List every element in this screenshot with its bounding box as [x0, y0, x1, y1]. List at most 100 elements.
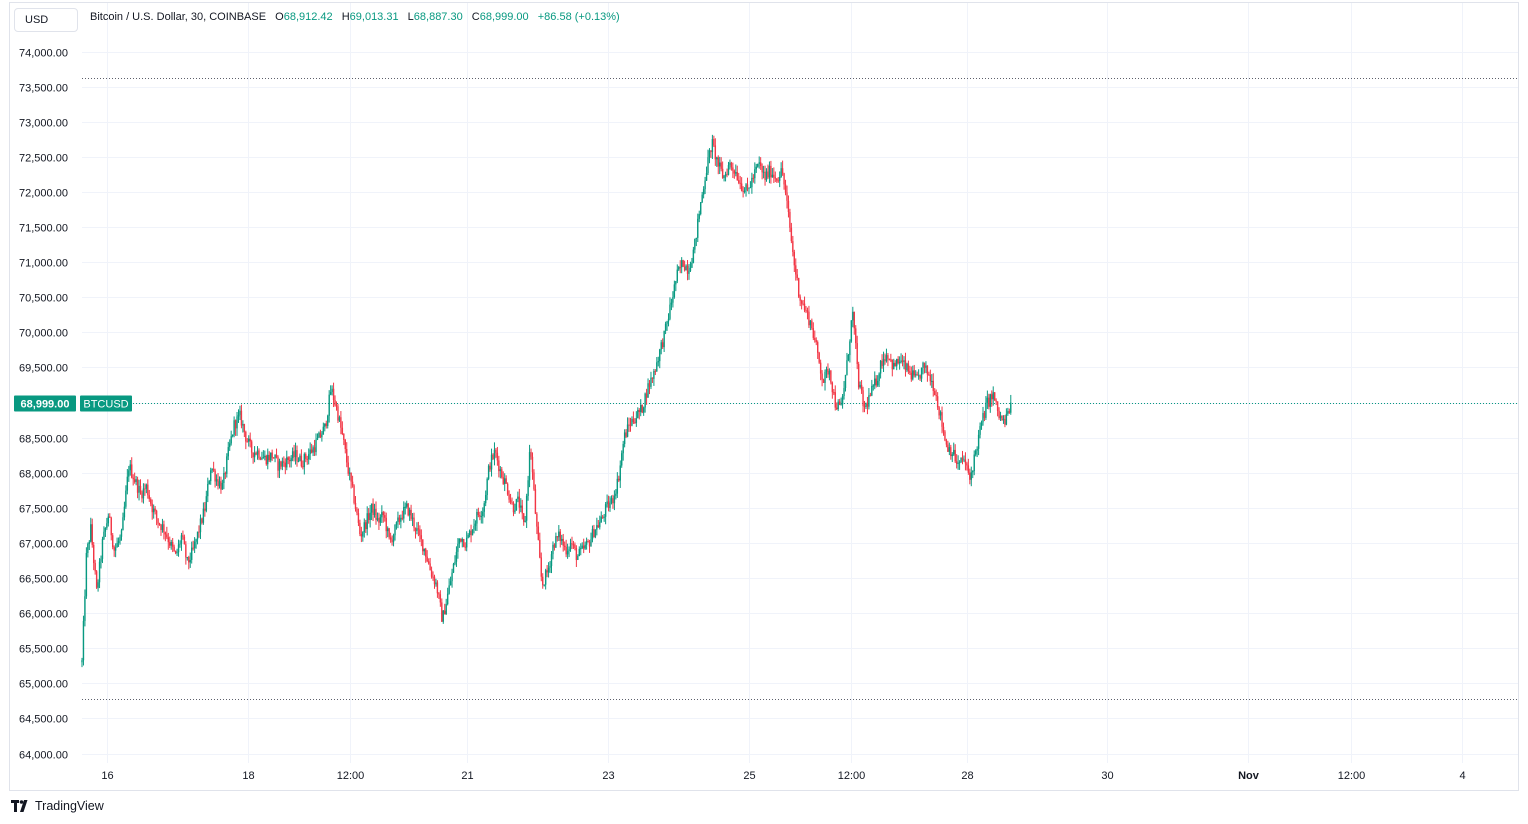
candle — [897, 356, 899, 365]
candle — [852, 306, 854, 328]
candle — [422, 539, 424, 555]
candle — [470, 524, 472, 543]
candle — [303, 452, 306, 475]
candle — [210, 467, 212, 485]
candle — [743, 187, 746, 194]
candle — [863, 400, 866, 413]
candle — [558, 525, 560, 541]
candle — [356, 507, 358, 516]
candle — [950, 444, 952, 460]
candle — [656, 357, 658, 372]
candle — [84, 589, 86, 627]
candle — [849, 339, 851, 363]
candle — [577, 554, 579, 561]
candle — [544, 568, 547, 590]
candle — [768, 161, 771, 184]
candle — [621, 450, 623, 468]
candle — [672, 291, 674, 308]
candle — [297, 457, 300, 463]
candle — [982, 406, 984, 426]
candle — [701, 191, 703, 204]
candle — [781, 160, 784, 176]
candle — [928, 371, 930, 376]
candle — [694, 238, 696, 254]
candle — [549, 561, 551, 573]
candle — [664, 321, 667, 335]
candle — [381, 505, 383, 523]
candle — [752, 174, 755, 183]
candle — [587, 539, 589, 543]
candle — [148, 489, 150, 502]
candle — [123, 501, 126, 521]
price-tick-label: 65,000.00 — [19, 679, 68, 691]
candle — [411, 513, 414, 527]
candle — [382, 510, 385, 523]
candle — [490, 448, 493, 477]
candle — [995, 398, 997, 406]
currency-button[interactable]: USD — [14, 8, 78, 32]
time-tick-label: 16 — [101, 770, 113, 782]
candle — [761, 163, 763, 180]
candle — [721, 161, 724, 179]
candle — [616, 472, 619, 498]
candle — [819, 359, 822, 381]
candle — [925, 361, 927, 373]
candle — [113, 545, 115, 557]
tradingview-logo[interactable]: TradingView — [11, 799, 104, 813]
candle — [685, 264, 687, 271]
candle — [224, 471, 227, 480]
candle — [528, 444, 531, 488]
candle — [373, 503, 376, 518]
candle — [94, 559, 96, 575]
candle — [88, 540, 91, 551]
candle — [300, 449, 303, 468]
candle — [622, 440, 624, 461]
candle — [606, 494, 608, 508]
candle — [1004, 414, 1006, 428]
price-tick-label: 67,000.00 — [19, 539, 68, 551]
candle — [934, 388, 936, 396]
candle — [547, 562, 550, 578]
price-axis[interactable]: 64,000.00 64,500.00 65,000.00 65,500.00 66,0… — [19, 48, 68, 762]
candle — [739, 175, 741, 190]
price-tick-label: 72,000.00 — [19, 188, 68, 200]
candle — [171, 537, 174, 553]
candle — [888, 358, 891, 361]
candle — [423, 548, 425, 556]
candle — [249, 432, 251, 448]
candle — [376, 512, 379, 522]
candle — [945, 438, 948, 448]
candle — [189, 552, 191, 568]
candle — [555, 532, 557, 548]
candle — [138, 479, 140, 501]
candle — [872, 384, 874, 391]
candle — [483, 500, 485, 518]
candle — [906, 362, 908, 373]
candle — [960, 457, 962, 463]
brand-name: TradingView — [35, 799, 104, 813]
candle — [660, 339, 662, 355]
candle — [114, 543, 117, 558]
candle — [553, 543, 556, 551]
candle — [651, 377, 654, 383]
candle — [370, 503, 373, 521]
time-tick-label: 18 — [242, 770, 254, 782]
candle — [341, 421, 344, 436]
candle — [569, 538, 572, 552]
candle — [983, 410, 986, 422]
candle — [534, 484, 537, 515]
candle — [310, 443, 313, 454]
candle — [609, 496, 611, 512]
candle — [634, 418, 636, 424]
candle — [429, 557, 431, 571]
time-tick-label: 12:00 — [838, 770, 866, 782]
time-axis[interactable]: 16 18 12:00 21 23 25 12:00 28 30 Nov 12:00 4 — [101, 770, 1465, 782]
time-tick-label: Nov — [1238, 770, 1260, 782]
candle — [770, 160, 772, 184]
candle — [486, 477, 488, 501]
grid-lines — [82, 3, 1518, 763]
candle — [322, 422, 325, 435]
candle — [571, 536, 573, 550]
candle — [155, 509, 158, 526]
